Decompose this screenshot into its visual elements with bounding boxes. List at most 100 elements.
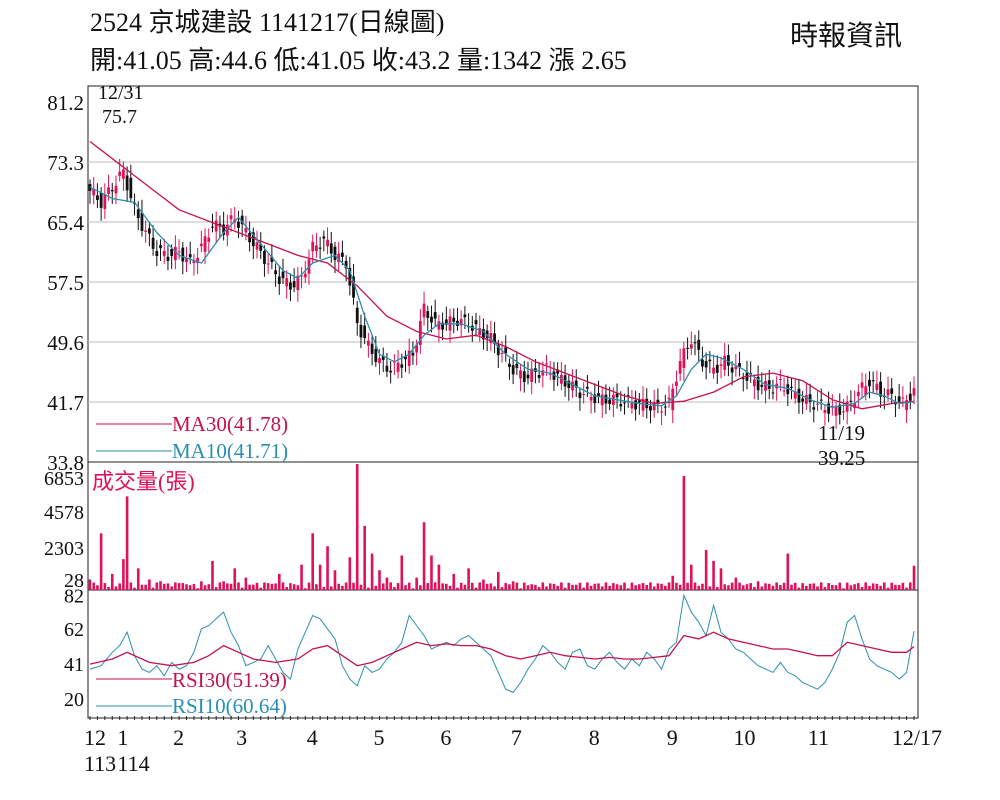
- volume-bar: [493, 586, 496, 590]
- candle-body: [875, 383, 879, 390]
- volume-value: 1342: [490, 46, 543, 75]
- volume-bar: [890, 582, 894, 590]
- volume-bar: [693, 582, 697, 590]
- candle-body: [444, 319, 448, 325]
- volume-bar: [597, 583, 600, 590]
- volume-bar: [678, 584, 682, 590]
- candle-body: [151, 237, 155, 249]
- candle-body: [244, 228, 248, 233]
- volume-bar: [259, 587, 263, 590]
- candle-body: [359, 324, 363, 338]
- candle-body: [589, 396, 593, 401]
- candle-body: [207, 237, 211, 242]
- volume-bar: [110, 573, 114, 590]
- candle-body: [626, 395, 630, 397]
- volume-bar: [396, 583, 400, 590]
- candle-body: [849, 400, 853, 402]
- volume-bar: [894, 584, 897, 590]
- candle-body: [760, 384, 764, 387]
- volume-bar: [641, 583, 645, 590]
- ma10-legend-label: MA10(41.71): [172, 439, 288, 463]
- candle-body: [585, 386, 589, 389]
- chart-date: 1141217: [259, 8, 350, 37]
- candle-body: [515, 363, 519, 368]
- candle-body: [147, 228, 151, 234]
- candle-body: [315, 245, 318, 252]
- candle-body: [545, 363, 548, 365]
- candle-body: [389, 370, 393, 373]
- rsi-tick-label: 62: [64, 619, 84, 641]
- volume-bar: [619, 585, 623, 590]
- volume-bar: [133, 587, 136, 590]
- volume-bar: [348, 557, 352, 590]
- candle-body: [541, 370, 545, 376]
- candle-body: [155, 251, 159, 257]
- candle-body: [808, 394, 812, 402]
- date-tick-year: 114: [117, 751, 149, 776]
- volume-bar: [782, 582, 786, 590]
- ma-legend: MA30(41.78) MA10(41.71): [96, 412, 288, 463]
- candle-body: [222, 224, 226, 235]
- volume-bar: [708, 586, 712, 590]
- candle-body: [303, 273, 307, 278]
- volume-bar: [300, 564, 303, 590]
- candle-body: [901, 397, 905, 399]
- volume-bar: [456, 587, 459, 590]
- candle-body: [107, 187, 110, 194]
- volume-bar: [419, 585, 422, 590]
- candle-body: [199, 243, 203, 247]
- candle-body: [738, 362, 741, 367]
- candle-body: [693, 342, 697, 344]
- candle-body: [482, 329, 485, 340]
- volume-bar: [337, 583, 340, 590]
- candle-body: [415, 344, 419, 353]
- volume-bar: [522, 582, 526, 590]
- volume-bar: [886, 587, 890, 590]
- volume-bar: [341, 585, 344, 590]
- candle-body: [656, 399, 660, 404]
- volume-bar: [433, 582, 437, 590]
- candle-body: [352, 276, 355, 298]
- volume-bar: [307, 582, 311, 590]
- price-tick-label: 65.4: [47, 211, 84, 235]
- candle-body: [211, 226, 214, 228]
- candle-body: [782, 390, 786, 392]
- volume-bar: [203, 585, 207, 590]
- candle-body: [311, 241, 315, 252]
- price-tick-label: 73.3: [47, 151, 84, 175]
- rsi-legend: RSI30(51.39)RSI10(60.64): [96, 668, 287, 718]
- volume-bar: [367, 587, 370, 590]
- candle-body: [114, 185, 118, 194]
- volume-bar: [415, 577, 418, 590]
- volume-bar: [756, 581, 760, 590]
- candle-body: [188, 254, 192, 258]
- candle-body: [723, 355, 727, 370]
- rsi-tick-label: 82: [64, 585, 84, 607]
- volume-tick-label: 2303: [44, 538, 84, 560]
- candle-body: [734, 366, 738, 370]
- volume-label: 量:: [456, 46, 491, 75]
- candle-body: [437, 321, 441, 330]
- candle-body: [140, 212, 144, 231]
- candle-body: [196, 257, 200, 264]
- volume-bar: [441, 583, 444, 590]
- volume-bar: [634, 585, 637, 590]
- volume-bar: [214, 587, 218, 590]
- volume-bar: [630, 582, 634, 590]
- ohlc-summary: 開:41.05 高:44.6 低:41.05 收:43.2 量:1342 漲 2…: [90, 46, 627, 76]
- date-tick-label: 2: [173, 725, 184, 750]
- candle-body: [214, 220, 218, 232]
- price-tick-label: 41.7: [47, 391, 84, 415]
- volume-bar: [741, 585, 745, 590]
- stock-code: 2524: [90, 8, 142, 37]
- candle-body: [600, 394, 604, 406]
- volume-bar: [526, 585, 530, 590]
- candle-body: [886, 389, 890, 396]
- volume-bar: [760, 586, 764, 590]
- candle-body: [897, 396, 901, 402]
- volume-bar: [600, 586, 604, 590]
- volume-bar: [370, 553, 374, 590]
- candle-body: [504, 347, 508, 354]
- volume-bar: [682, 476, 686, 590]
- candle-body: [905, 400, 908, 411]
